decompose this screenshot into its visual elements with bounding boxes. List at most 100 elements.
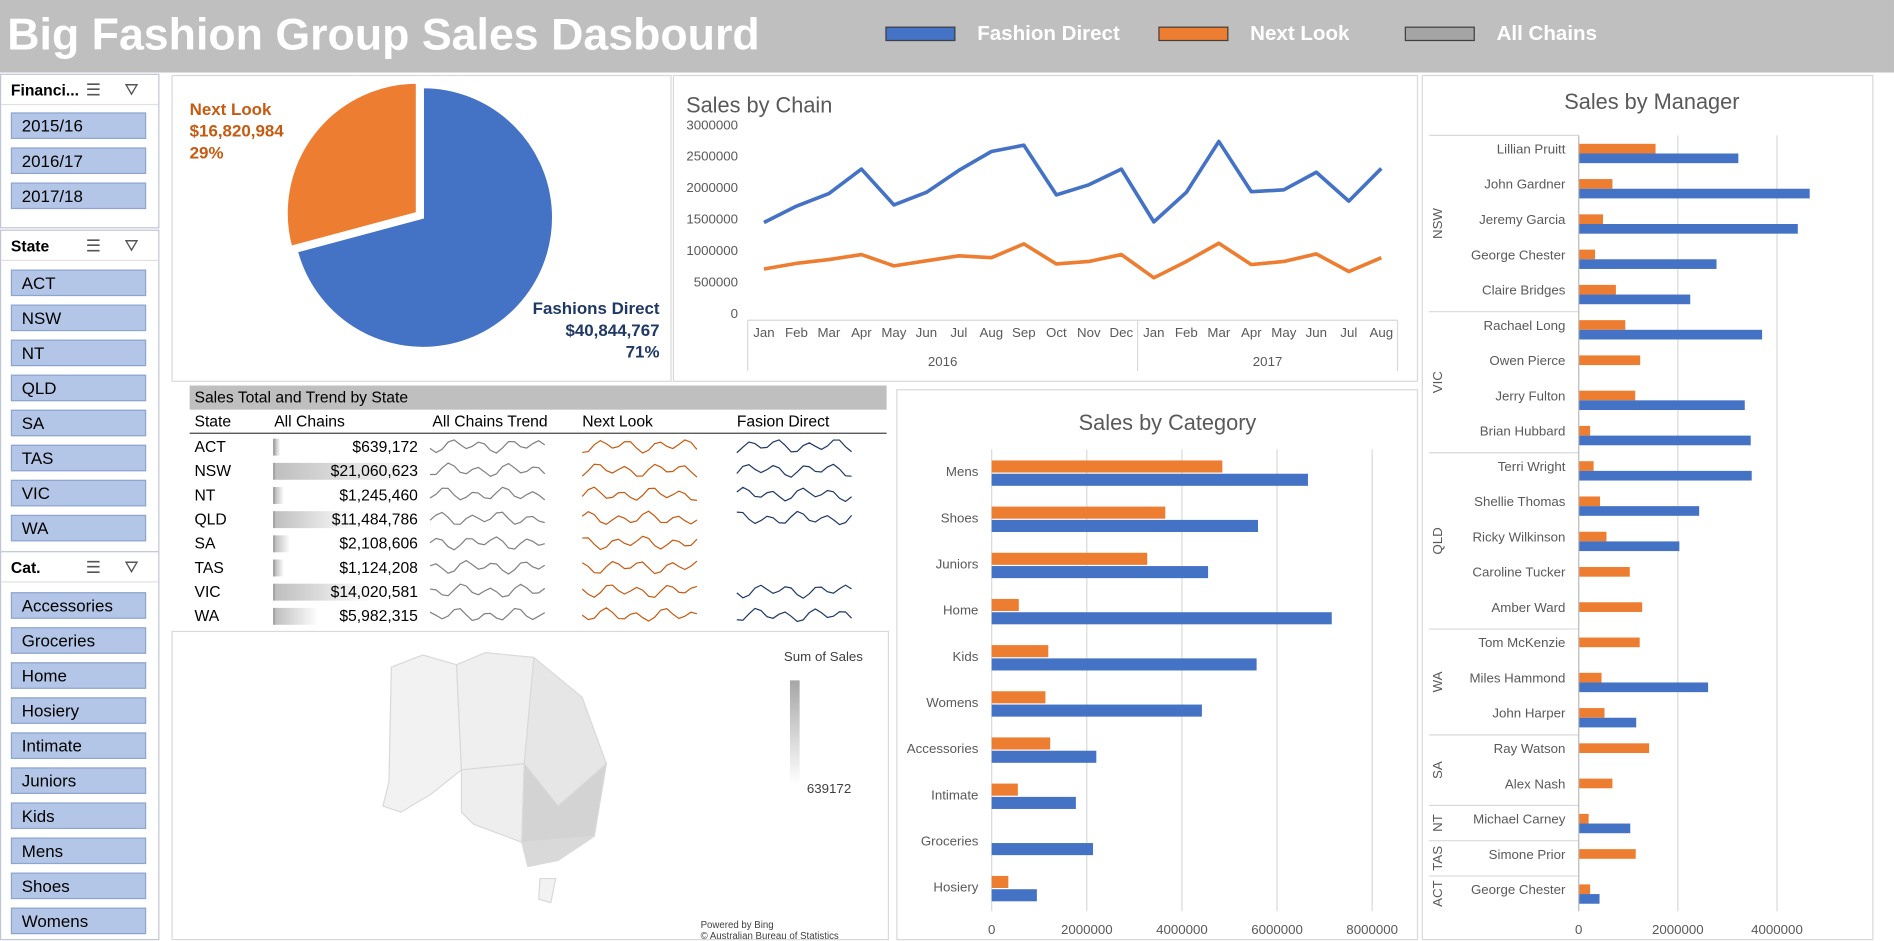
table-header-next-look: Next Look: [582, 412, 653, 431]
slicer-item-hosiery[interactable]: Hosiery: [10, 697, 147, 724]
slicer-item-womens[interactable]: Womens: [10, 907, 147, 935]
bar-next-look[interactable]: [1578, 214, 1604, 225]
slicer-item-juniors[interactable]: Juniors: [10, 767, 147, 794]
bar-fashion-direct[interactable]: [991, 796, 1076, 809]
bar-next-look[interactable]: [991, 506, 1166, 519]
slicer-item-tas[interactable]: TAS: [10, 444, 147, 472]
pie-slice-fashions-direct[interactable]: [295, 85, 555, 350]
bar-fashion-direct[interactable]: [1578, 541, 1680, 552]
bar-fashion-direct[interactable]: [991, 843, 1093, 856]
bar-fashion-direct[interactable]: [1578, 682, 1709, 693]
sparkline: [429, 559, 546, 575]
bar-next-look[interactable]: [1578, 743, 1650, 754]
bar-next-look[interactable]: [991, 645, 1049, 658]
bar-next-look[interactable]: [991, 737, 1051, 750]
slicer-item-home[interactable]: Home: [10, 662, 147, 689]
bar-next-look[interactable]: [1578, 249, 1596, 260]
bar-fashion-direct[interactable]: [1578, 506, 1700, 516]
bar-fashion-direct[interactable]: [991, 889, 1037, 902]
australia-map[interactable]: [172, 631, 887, 938]
y-tick-label: Womens: [926, 695, 979, 710]
bar-next-look[interactable]: [1578, 320, 1626, 330]
bar-fashion-direct[interactable]: [991, 750, 1097, 763]
pie-slice-next-look[interactable]: [285, 81, 419, 249]
bar-next-look[interactable]: [1578, 849, 1636, 859]
bar-fashion-direct[interactable]: [991, 519, 1259, 532]
bar-fashion-direct[interactable]: [1578, 294, 1691, 305]
clear-filter-icon[interactable]: ⛛: [124, 79, 139, 100]
bar-next-look[interactable]: [991, 783, 1018, 796]
slicer-item-qld[interactable]: QLD: [10, 374, 147, 402]
legend-swatch: [1158, 26, 1229, 42]
bar-fashion-direct[interactable]: [991, 473, 1308, 486]
slicer-item-2017-18[interactable]: 2017/18: [10, 182, 147, 210]
bar-next-look[interactable]: [1578, 672, 1602, 683]
bar-fashion-direct[interactable]: [1578, 894, 1600, 904]
slicer-item-2016-17[interactable]: 2016/17: [10, 147, 147, 175]
slicer-item-kids[interactable]: Kids: [10, 802, 147, 830]
bar-fashion-direct[interactable]: [991, 612, 1332, 625]
bar-next-look[interactable]: [991, 691, 1046, 704]
bar-next-look[interactable]: [1578, 884, 1591, 895]
slicer-item-nt[interactable]: NT: [10, 339, 147, 367]
bar-fashion-direct[interactable]: [1578, 717, 1637, 728]
x-tick-label: May: [881, 325, 906, 340]
multi-select-icon[interactable]: ☰: [85, 79, 101, 100]
bar-fashion-direct[interactable]: [1578, 188, 1810, 199]
bar-next-look[interactable]: [1578, 813, 1589, 824]
pie-label-percent: 71%: [625, 342, 660, 362]
bar-next-look[interactable]: [1578, 778, 1613, 789]
bar-fashion-direct[interactable]: [1578, 153, 1739, 164]
table-cell-bar: [272, 487, 285, 504]
slicer-item-intimate[interactable]: Intimate: [10, 732, 147, 759]
map-region-wa: [382, 654, 463, 813]
bar-next-look[interactable]: [991, 598, 1019, 612]
bar-next-look[interactable]: [1578, 461, 1594, 471]
bar-next-look[interactable]: [1578, 425, 1591, 436]
series-line-fashion-direct[interactable]: [763, 139, 1383, 225]
bar-fashion-direct[interactable]: [1578, 435, 1751, 446]
bar-next-look[interactable]: [991, 552, 1148, 565]
slicer-item-sa[interactable]: SA: [10, 409, 147, 437]
bar-next-look[interactable]: [1578, 496, 1601, 507]
bar-next-look[interactable]: [991, 875, 1009, 889]
sales-by-chain-panel: [672, 74, 1419, 382]
bar-fashion-direct[interactable]: [991, 566, 1209, 579]
bar-fashion-direct[interactable]: [1578, 259, 1717, 269]
bar-next-look[interactable]: [1578, 143, 1656, 154]
bar-next-look[interactable]: [1578, 531, 1607, 542]
slicer-item-groceries[interactable]: Groceries: [10, 627, 147, 654]
bar-next-look[interactable]: [1578, 390, 1636, 401]
multi-select-icon[interactable]: ☰: [85, 235, 101, 255]
sparklines: [429, 439, 853, 623]
bar-fashion-direct[interactable]: [1578, 329, 1763, 340]
clear-filter-icon[interactable]: ⛛: [124, 235, 139, 255]
slicer-item-wa[interactable]: WA: [10, 514, 147, 542]
bar-next-look[interactable]: [1578, 708, 1605, 718]
slicer-item-act[interactable]: ACT: [10, 269, 147, 297]
series-line-next-look[interactable]: [763, 241, 1383, 280]
slicer-item-shoes[interactable]: Shoes: [10, 872, 147, 900]
slicer-item-2015-16[interactable]: 2015/16: [10, 112, 147, 139]
slicer-item-mens[interactable]: Mens: [10, 837, 147, 865]
slicer-item-accessories[interactable]: Accessories: [10, 592, 147, 619]
bar-next-look[interactable]: [1578, 179, 1613, 189]
bar-fashion-direct[interactable]: [991, 658, 1257, 671]
bar-fashion-direct[interactable]: [1578, 224, 1798, 234]
clear-filter-icon[interactable]: ⛛: [124, 557, 139, 577]
bar-fashion-direct[interactable]: [1578, 823, 1631, 834]
bar-fashion-direct[interactable]: [1578, 470, 1752, 481]
bar-next-look[interactable]: [1578, 355, 1641, 366]
bar-fashion-direct[interactable]: [991, 704, 1202, 717]
bar-next-look[interactable]: [991, 460, 1223, 473]
bar-next-look[interactable]: [1578, 284, 1616, 295]
bar-fashion-direct[interactable]: [1578, 400, 1745, 411]
bar-next-look[interactable]: [1578, 602, 1643, 612]
x-tick-label: Jan: [1143, 325, 1164, 340]
bar-next-look[interactable]: [1578, 637, 1640, 648]
bar-next-look[interactable]: [1578, 567, 1630, 577]
slicer-item-vic[interactable]: VIC: [10, 479, 147, 507]
slicer-item-nsw[interactable]: NSW: [10, 304, 147, 332]
multi-select-icon[interactable]: ☰: [85, 557, 101, 577]
table-header-all-chains: All Chains: [274, 412, 345, 431]
